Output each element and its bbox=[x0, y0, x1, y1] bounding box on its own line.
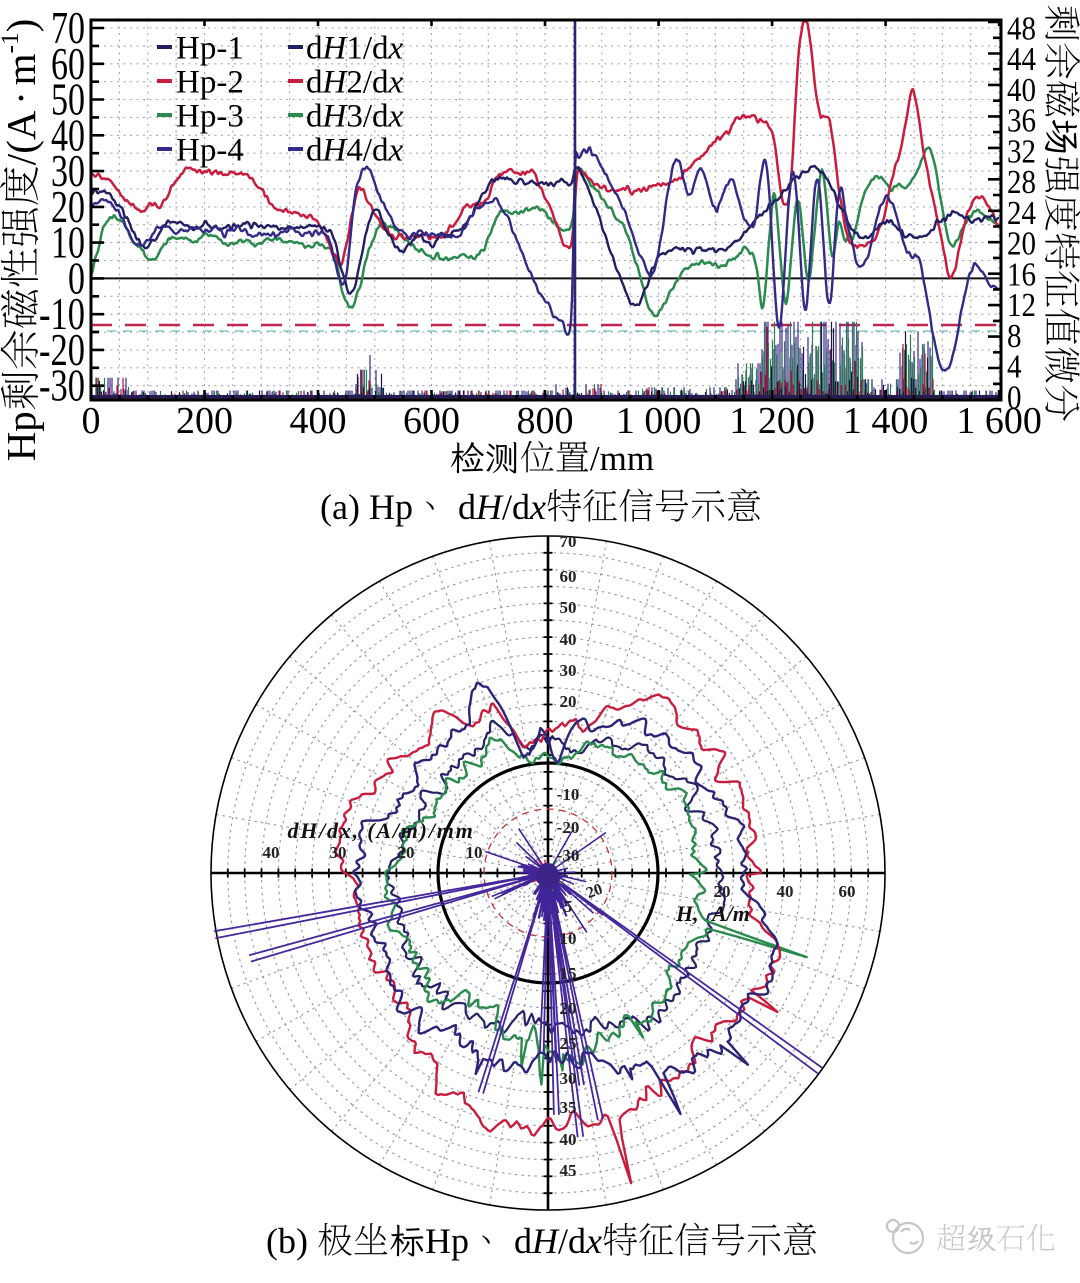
svg-text:x: x bbox=[585, 1221, 602, 1261]
svg-text:20: 20 bbox=[714, 882, 731, 901]
svg-text:40: 40 bbox=[560, 630, 577, 649]
svg-text:44: 44 bbox=[1007, 41, 1036, 78]
svg-text:H: H bbox=[475, 487, 504, 527]
svg-text:20: 20 bbox=[398, 843, 415, 862]
svg-text:dH1/dx: dH1/dx bbox=[306, 31, 404, 67]
svg-text:30: 30 bbox=[51, 145, 85, 196]
svg-text:-20: -20 bbox=[557, 818, 580, 837]
svg-text:32: 32 bbox=[1007, 133, 1036, 170]
svg-text:-20: -20 bbox=[39, 324, 85, 375]
svg-text:28: 28 bbox=[1007, 164, 1036, 201]
svg-text:-30: -30 bbox=[39, 360, 85, 411]
svg-text:800: 800 bbox=[517, 400, 574, 442]
svg-text:400: 400 bbox=[290, 400, 347, 442]
svg-text:·: · bbox=[0, 91, 44, 105]
svg-text:70: 70 bbox=[51, 2, 85, 53]
svg-text:16: 16 bbox=[1007, 257, 1036, 294]
svg-text:Hp-4: Hp-4 bbox=[176, 133, 244, 169]
svg-text:20: 20 bbox=[1007, 226, 1036, 263]
svg-text:4: 4 bbox=[1007, 349, 1022, 386]
svg-text:36: 36 bbox=[1007, 103, 1036, 140]
svg-text:dH4/dx: dH4/dx bbox=[306, 133, 404, 169]
svg-text:20: 20 bbox=[51, 181, 85, 232]
svg-text:d: d bbox=[514, 1221, 532, 1261]
svg-text:5: 5 bbox=[564, 897, 573, 916]
svg-text:Hp-1: Hp-1 bbox=[176, 31, 244, 67]
svg-text:dH3/dx: dH3/dx bbox=[306, 99, 404, 135]
svg-text:1 600: 1 600 bbox=[956, 400, 1042, 442]
svg-text:30: 30 bbox=[560, 661, 577, 680]
svg-text:35: 35 bbox=[560, 1098, 577, 1117]
svg-text:10: 10 bbox=[560, 929, 577, 948]
svg-text:dH2/dx: dH2/dx bbox=[306, 65, 404, 101]
svg-text:40: 40 bbox=[263, 843, 280, 862]
svg-text:20: 20 bbox=[560, 999, 577, 1018]
svg-text:Hp-2: Hp-2 bbox=[176, 65, 244, 101]
svg-text:Hp: Hp bbox=[369, 487, 413, 527]
svg-text:30: 30 bbox=[330, 843, 347, 862]
svg-text:60: 60 bbox=[560, 567, 577, 586]
svg-text:25: 25 bbox=[560, 1034, 577, 1053]
svg-text:45: 45 bbox=[560, 1161, 577, 1180]
svg-text:10: 10 bbox=[466, 843, 483, 862]
svg-text:(a): (a) bbox=[320, 487, 360, 527]
svg-text:H: H bbox=[531, 1221, 560, 1261]
svg-text:Hp-3: Hp-3 bbox=[176, 99, 244, 135]
svg-text:60: 60 bbox=[51, 38, 85, 89]
svg-text:40: 40 bbox=[51, 109, 85, 160]
svg-text:/(A: /(A bbox=[0, 110, 44, 165]
svg-text:/d: /d bbox=[558, 1221, 586, 1261]
svg-text:30: 30 bbox=[560, 1069, 577, 1088]
svg-text:1 400: 1 400 bbox=[843, 400, 929, 442]
svg-text:40: 40 bbox=[777, 882, 794, 901]
svg-text:(b): (b) bbox=[266, 1221, 308, 1261]
svg-text:A/m: A/m bbox=[710, 901, 750, 926]
svg-text:1 000: 1 000 bbox=[616, 400, 702, 442]
svg-text:70: 70 bbox=[560, 532, 577, 551]
svg-text:15: 15 bbox=[560, 964, 577, 983]
svg-text:H,: H, bbox=[675, 901, 699, 926]
svg-text:dH/dx, (A/m)/mm: dH/dx, (A/m)/mm bbox=[287, 818, 474, 843]
svg-text:-10: -10 bbox=[557, 785, 580, 804]
svg-text:0: 0 bbox=[82, 400, 101, 442]
svg-text:Hp: Hp bbox=[0, 411, 44, 461]
svg-text:10: 10 bbox=[51, 217, 85, 268]
svg-text:-10: -10 bbox=[39, 288, 85, 339]
svg-text:24: 24 bbox=[1007, 195, 1036, 232]
svg-text:8: 8 bbox=[1007, 318, 1022, 355]
svg-text:50: 50 bbox=[51, 74, 85, 125]
svg-text:48: 48 bbox=[1007, 10, 1036, 47]
svg-text:1 200: 1 200 bbox=[729, 400, 815, 442]
svg-text:40: 40 bbox=[560, 1130, 577, 1149]
svg-text:20: 20 bbox=[560, 692, 577, 711]
svg-text:50: 50 bbox=[560, 598, 577, 617]
svg-text:-30: -30 bbox=[557, 846, 580, 865]
svg-text:/mm: /mm bbox=[590, 439, 654, 478]
svg-text:40: 40 bbox=[1007, 72, 1036, 109]
svg-text:m: m bbox=[0, 53, 44, 85]
svg-text:0: 0 bbox=[1007, 380, 1022, 417]
svg-text:200: 200 bbox=[176, 400, 233, 442]
svg-text:-1: -1 bbox=[0, 32, 24, 53]
svg-text:/d: /d bbox=[502, 487, 530, 527]
svg-text:600: 600 bbox=[403, 400, 460, 442]
svg-text:d: d bbox=[458, 487, 476, 527]
svg-text:60: 60 bbox=[839, 882, 856, 901]
svg-text:): ) bbox=[0, 19, 44, 33]
svg-text:x: x bbox=[529, 487, 546, 527]
svg-text:12: 12 bbox=[1007, 287, 1036, 324]
svg-text:Hp: Hp bbox=[425, 1221, 469, 1261]
svg-text:0: 0 bbox=[68, 252, 85, 303]
svg-text:20: 20 bbox=[584, 881, 605, 902]
